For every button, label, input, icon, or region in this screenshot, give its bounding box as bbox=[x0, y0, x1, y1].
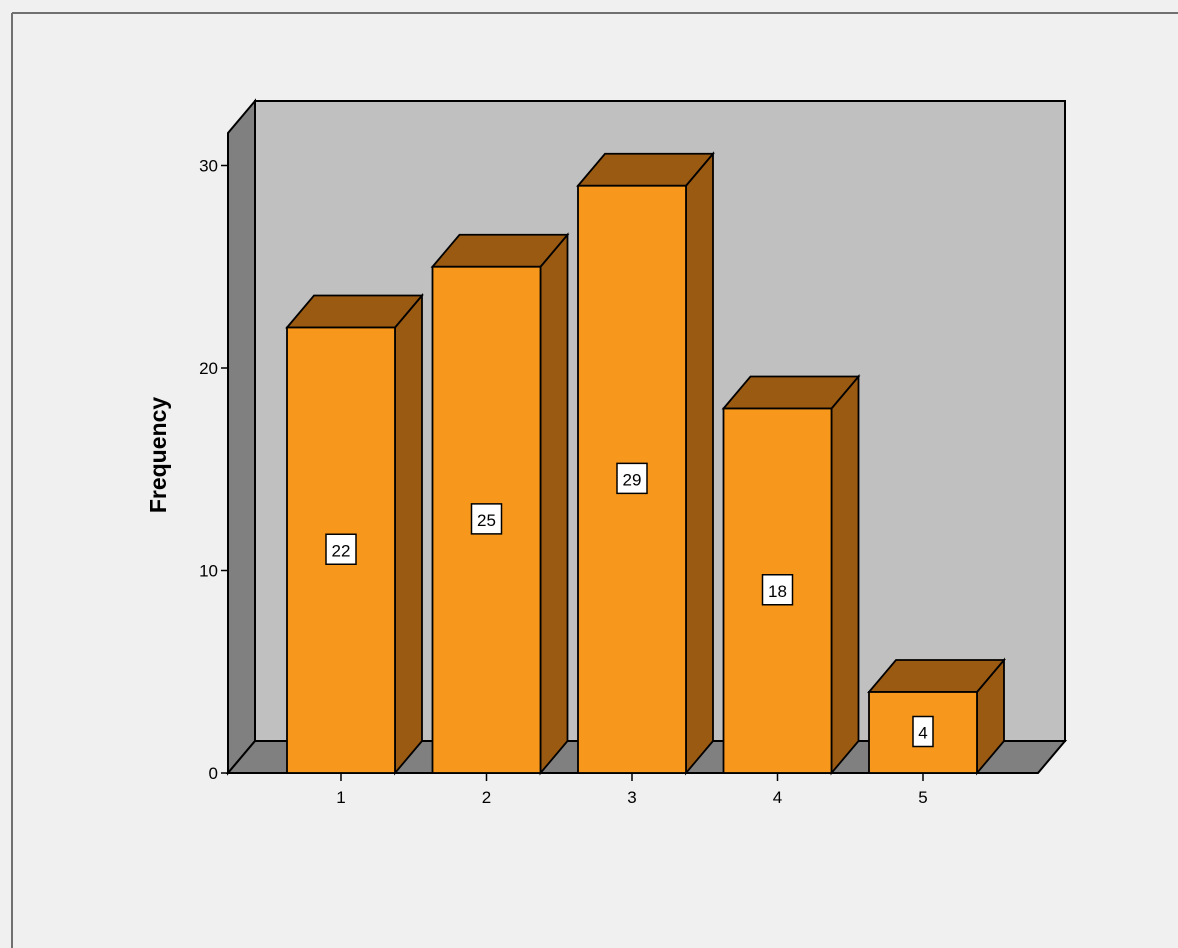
y-axis: 0 10 20 30 bbox=[199, 157, 228, 783]
y-tick-label: 10 bbox=[199, 562, 218, 581]
x-axis: 1 2 3 4 5 bbox=[336, 773, 928, 807]
left-side-wall bbox=[227, 98, 256, 776]
bar-4: 18 bbox=[721, 374, 861, 776]
x-tick-label: 2 bbox=[482, 788, 491, 807]
bar-2: 25 bbox=[430, 232, 570, 776]
bar-side-face bbox=[539, 232, 569, 776]
data-label-box bbox=[761, 574, 794, 606]
bar-side-face bbox=[830, 374, 860, 776]
data-label: 22 bbox=[332, 541, 351, 560]
data-label: 18 bbox=[768, 582, 787, 601]
bar-side-face bbox=[685, 151, 714, 776]
data-label-box bbox=[912, 715, 934, 748]
bar-3: 29 bbox=[576, 151, 715, 776]
y-tick-label: 30 bbox=[199, 157, 218, 176]
bars: 22 25 29 18 4 bbox=[285, 151, 1006, 776]
x-tick-label: 4 bbox=[773, 788, 782, 807]
bar-front-face bbox=[577, 184, 687, 774]
x-tick-label: 3 bbox=[627, 788, 636, 807]
bar-side-face bbox=[394, 293, 423, 776]
x-tick-label: 5 bbox=[918, 788, 927, 807]
bar-5: 4 bbox=[867, 657, 1006, 776]
y-axis-title: Frequency bbox=[145, 397, 171, 514]
data-label-box bbox=[470, 503, 503, 535]
x-tick-label: 1 bbox=[336, 788, 345, 807]
bar-1: 22 bbox=[285, 293, 424, 776]
data-label: 4 bbox=[918, 724, 927, 743]
data-label-box bbox=[325, 533, 357, 565]
data-label-box bbox=[616, 462, 648, 495]
y-tick-label: 0 bbox=[209, 764, 218, 783]
y-tick-label: 20 bbox=[199, 359, 218, 378]
data-label: 25 bbox=[477, 511, 496, 530]
data-label: 29 bbox=[623, 470, 642, 489]
